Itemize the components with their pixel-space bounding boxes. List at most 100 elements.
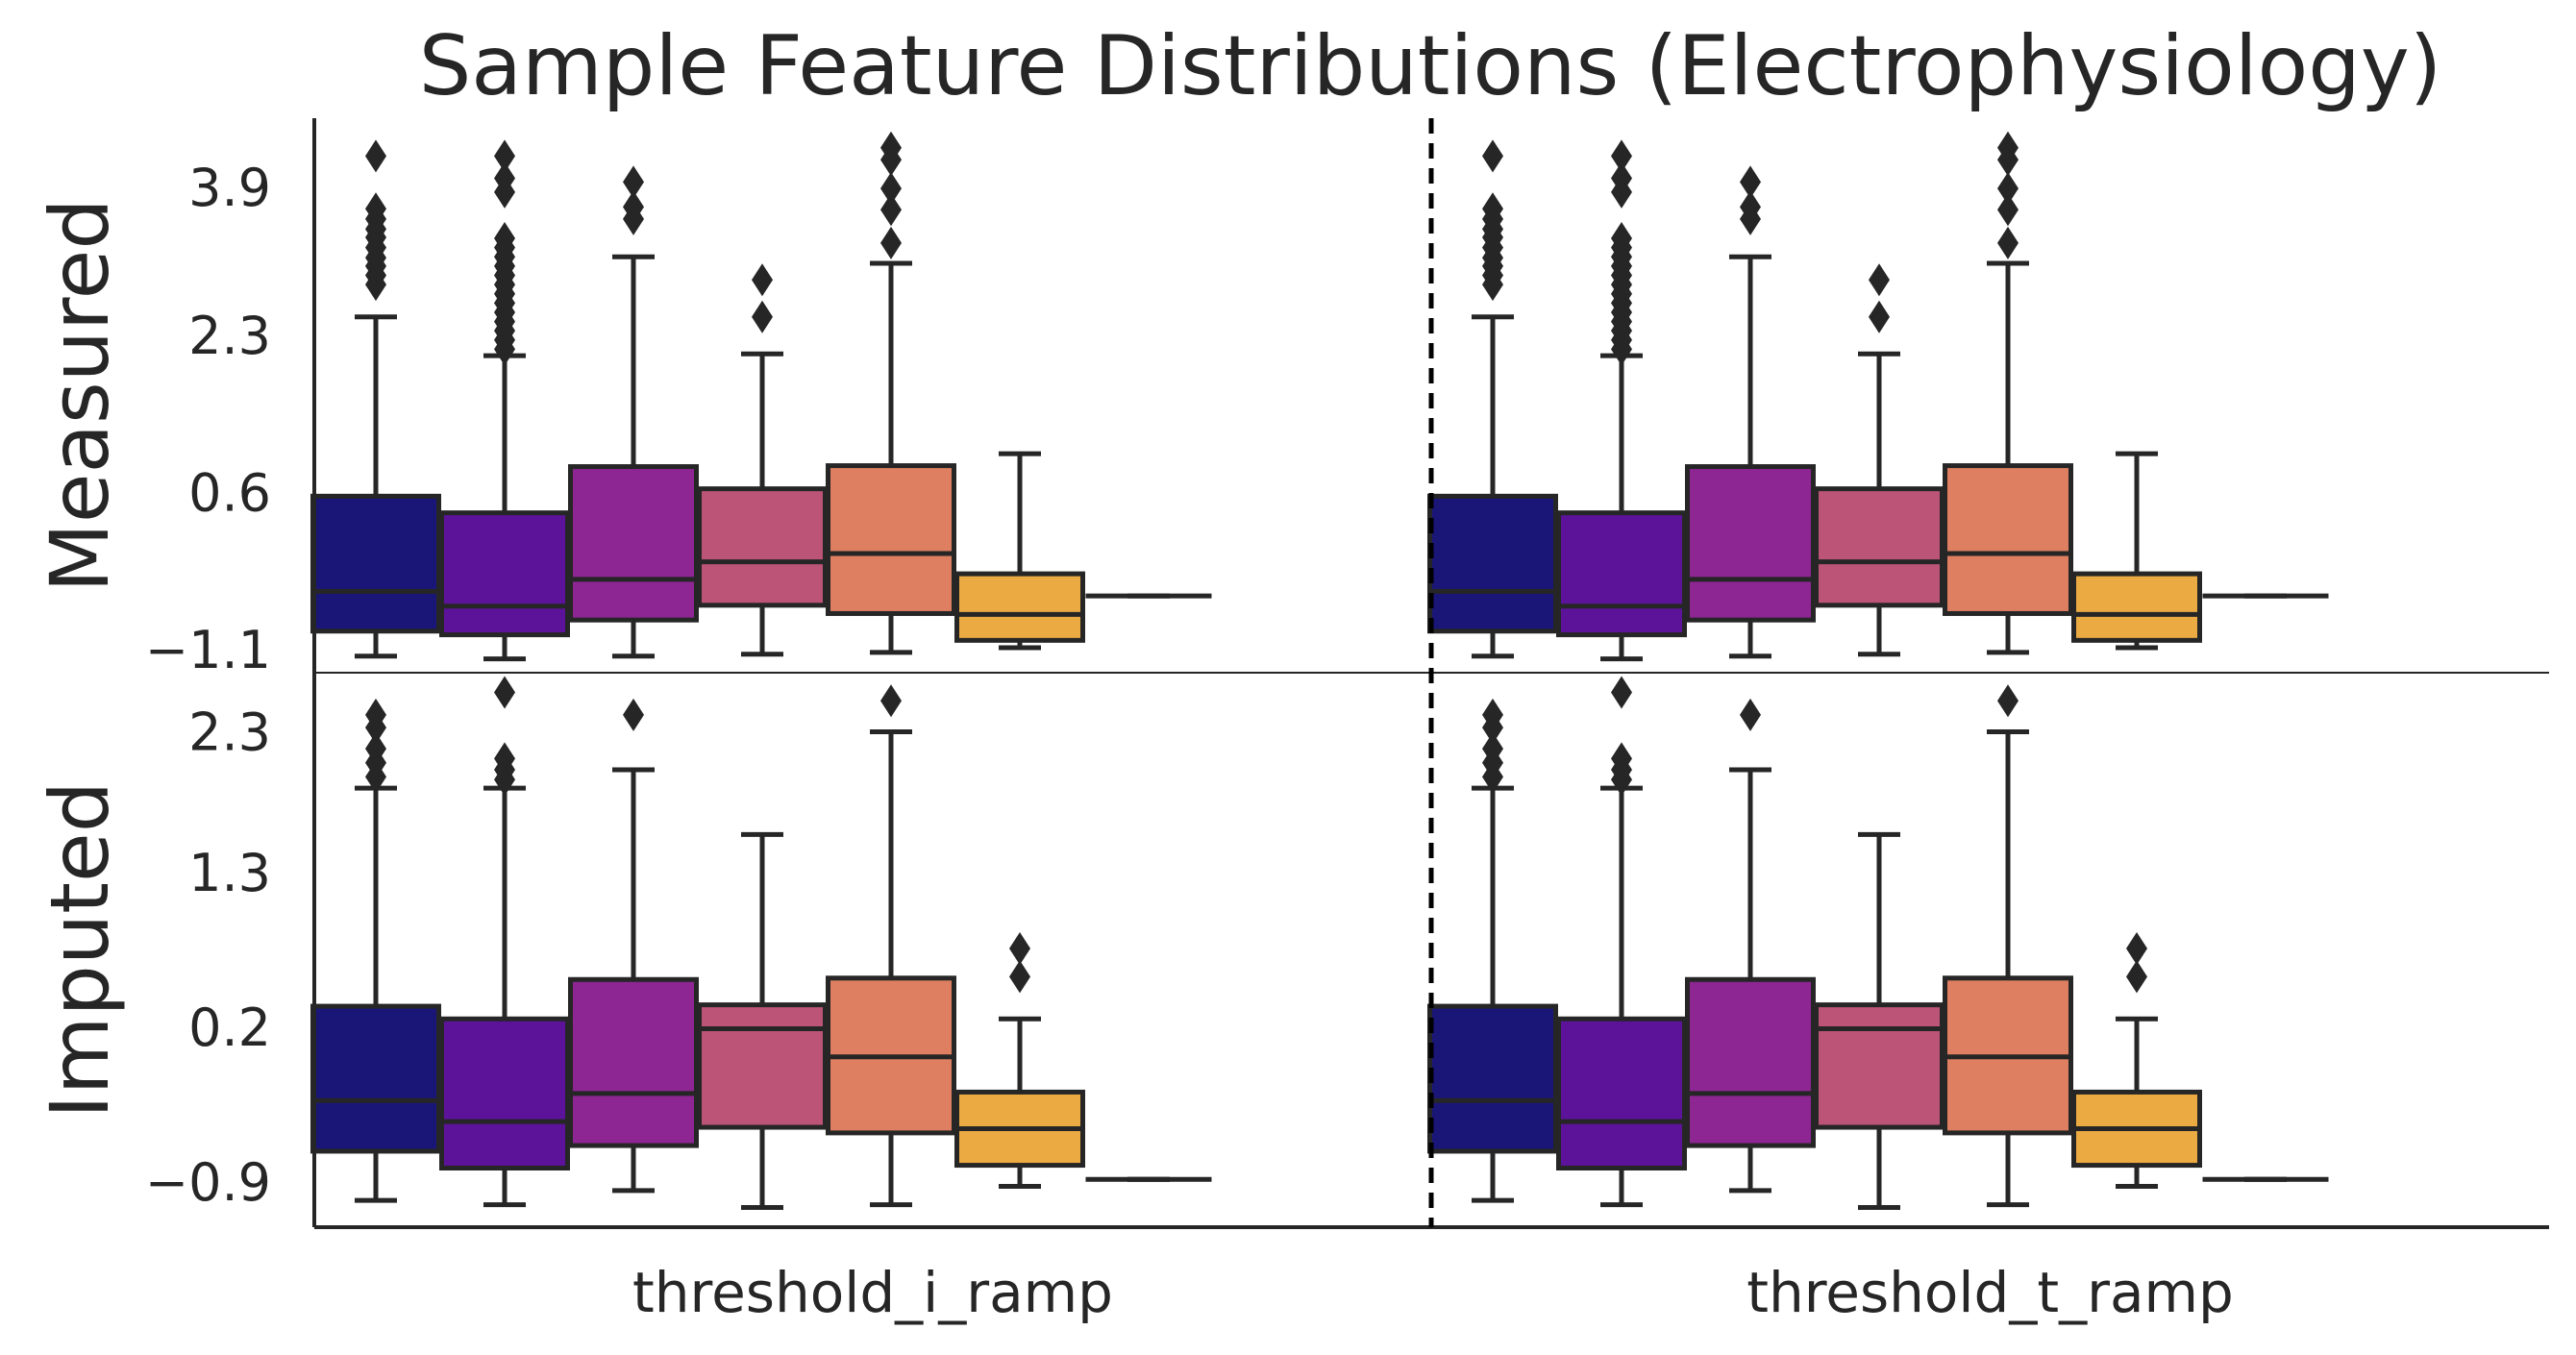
outlier-point	[365, 711, 386, 745]
outlier-point	[1482, 139, 1503, 173]
outlier-point	[1009, 932, 1030, 966]
box-plot	[439, 676, 570, 1208]
iqr-box	[310, 1003, 441, 1154]
outlier-point	[1611, 333, 1632, 366]
box-plot	[568, 165, 699, 659]
outlier-point	[1611, 139, 1632, 173]
y-tick-label: −0.9	[145, 1152, 271, 1213]
outlier-point	[494, 175, 515, 209]
iqr-box	[826, 463, 956, 616]
iqr-box	[1814, 486, 1944, 608]
y-tick-label: 2.3	[188, 306, 271, 366]
y-tick-label: 2.3	[188, 702, 271, 763]
box-plot	[2071, 932, 2202, 1190]
iqr-box	[1814, 1002, 1944, 1130]
outlier-point	[365, 760, 386, 794]
outlier-point	[365, 268, 386, 302]
box-plot	[1943, 684, 2073, 1208]
outlier-point	[1869, 300, 1890, 333]
outlier-point	[1009, 960, 1030, 994]
iqr-box	[1685, 976, 1816, 1148]
outlier-point	[880, 143, 902, 177]
outlier-point	[1611, 763, 1632, 797]
box-plot	[2071, 451, 2202, 651]
outlier-point	[1997, 226, 2019, 259]
box-plot	[1814, 831, 1944, 1210]
axes: 3.9 2.3 0.6 −1.1 Measured 2.3 1.3 0.2 −0.9 Impute…	[33, 118, 2549, 1325]
outlier-point	[880, 172, 902, 206]
outlier-point	[1482, 760, 1503, 794]
outlier-point	[1611, 175, 1632, 209]
box-plot	[1427, 698, 1558, 1203]
iqr-box	[1943, 463, 2073, 616]
box-plot	[310, 139, 441, 659]
y-tick-label: 1.3	[188, 843, 271, 903]
iqr-box	[439, 510, 570, 638]
outlier-point	[623, 698, 644, 731]
row-label: Measured	[33, 198, 127, 592]
iqr-box	[1685, 464, 1816, 623]
iqr-box	[697, 486, 828, 608]
box-plot	[1943, 131, 2073, 655]
outlier-point	[752, 300, 773, 333]
box-plot	[954, 932, 1085, 1190]
iqr-box	[439, 1016, 570, 1170]
outlier-point	[494, 333, 515, 366]
outlier-point	[1740, 165, 1761, 199]
iqr-box	[954, 571, 1085, 643]
outlier-point	[623, 202, 644, 235]
box-plot	[1556, 139, 1687, 662]
iqr-box	[1556, 510, 1687, 638]
outlier-point	[2126, 932, 2147, 966]
iqr-box	[568, 464, 699, 623]
iqr-box	[697, 1002, 828, 1130]
iqr-box	[1427, 1003, 1558, 1154]
outlier-point	[623, 165, 644, 199]
y-tick-label: 3.9	[188, 158, 271, 218]
outlier-point	[1482, 268, 1503, 302]
row-label: Imputed	[33, 781, 127, 1119]
iqr-box	[1556, 1016, 1687, 1170]
box-plot	[1814, 263, 1944, 657]
box-plot	[697, 263, 828, 657]
iqr-box	[310, 493, 441, 634]
chart-title: Sample Feature Distributions (Electrophy…	[419, 18, 2442, 114]
plot-area	[310, 131, 2329, 1210]
outlier-point	[1740, 202, 1761, 235]
y-tick-label: 0.6	[188, 462, 271, 523]
outlier-point	[494, 139, 515, 173]
box-plot	[568, 698, 699, 1194]
box-plot	[439, 139, 570, 662]
outlier-point	[880, 226, 902, 259]
box-plot	[1685, 698, 1816, 1194]
box-plot	[826, 684, 956, 1208]
outlier-point	[1997, 143, 2019, 177]
outlier-point	[494, 676, 515, 709]
iqr-box	[568, 976, 699, 1148]
y-tick-label: −1.1	[145, 620, 271, 680]
box-plot	[697, 831, 828, 1210]
box-plot	[826, 131, 956, 655]
outlier-point	[2126, 960, 2147, 994]
y-tick-label: 0.2	[188, 998, 271, 1058]
outlier-point	[1997, 172, 2019, 206]
outlier-point	[1997, 684, 2019, 718]
outlier-point	[752, 263, 773, 297]
x-category-label: threshold_t_ramp	[1746, 1260, 2234, 1325]
x-category-label: threshold_i_ramp	[632, 1260, 1113, 1325]
box-plot	[310, 698, 441, 1203]
outlier-point	[494, 763, 515, 797]
box-plot	[1556, 676, 1687, 1208]
outlier-point	[1869, 263, 1890, 297]
outlier-point	[880, 684, 902, 718]
outlier-point	[365, 139, 386, 173]
outlier-point	[1482, 711, 1503, 745]
iqr-box	[1427, 493, 1558, 634]
box-plot	[1427, 139, 1558, 659]
box-plot	[1685, 165, 1816, 659]
outlier-point	[1740, 698, 1761, 731]
outlier-point	[1611, 676, 1632, 709]
outlier-point	[880, 193, 902, 227]
outlier-point	[1997, 193, 2019, 227]
